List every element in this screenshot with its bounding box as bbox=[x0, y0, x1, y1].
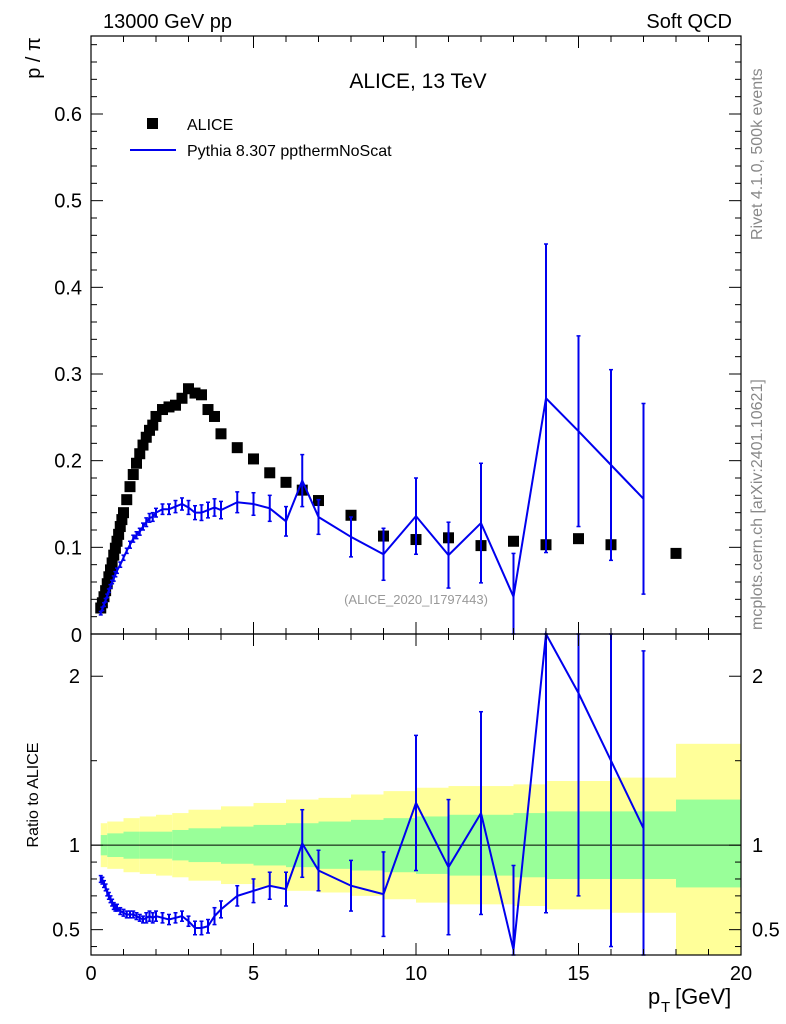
header-left: 13000 GeV pp bbox=[103, 11, 232, 33]
data-point bbox=[670, 547, 682, 559]
data-point bbox=[189, 387, 201, 399]
data-point bbox=[101, 578, 113, 590]
ratio-y-tick-label: 2 bbox=[69, 666, 80, 688]
data-point bbox=[345, 509, 357, 521]
legend-mc-label: Pythia 8.307 ppthermNoScat bbox=[187, 143, 392, 160]
header-right: Soft QCD bbox=[646, 11, 732, 33]
data-point bbox=[131, 457, 142, 469]
legend-data-label: ALICE bbox=[187, 117, 233, 134]
ratio-uncertainty-bands bbox=[100, 743, 741, 955]
x-axis-label-main: p bbox=[648, 984, 660, 1009]
ratio-y-tick-label-right: 2 bbox=[752, 666, 763, 688]
ratio-y-axis-label: Ratio to ALICE bbox=[25, 743, 42, 848]
data-point bbox=[103, 571, 115, 583]
x-tick-label: 10 bbox=[405, 963, 427, 985]
y-tick-label: 0.5 bbox=[54, 191, 82, 213]
x-axis-label: p T [GeV] bbox=[648, 984, 731, 1016]
axis-ticks: 0 5 10 15 20 0.1 0.2 0.3 0.4 0.5 0.6 0.5 0.5 1 1 2 2 bbox=[52, 36, 780, 985]
data-point bbox=[137, 439, 149, 451]
data-point bbox=[248, 453, 259, 465]
data-point bbox=[231, 442, 243, 454]
data-point bbox=[109, 542, 121, 554]
main-zero-label: 0 bbox=[71, 625, 82, 647]
data-point bbox=[118, 507, 129, 519]
ratio-y-tick-label: 0.5 bbox=[52, 920, 80, 942]
data-point bbox=[124, 481, 136, 493]
data-point bbox=[170, 399, 181, 411]
ratio-y-tick-label: 1 bbox=[69, 835, 80, 857]
data-point bbox=[183, 383, 194, 395]
x-tick-label: 20 bbox=[730, 963, 752, 985]
mc-series bbox=[98, 243, 646, 635]
x-tick-label: 0 bbox=[85, 963, 96, 985]
y-axis-label: p / π bbox=[23, 37, 45, 79]
data-point bbox=[508, 535, 519, 547]
data-point bbox=[114, 521, 126, 533]
data-point bbox=[157, 404, 168, 416]
y-tick-label: 0.4 bbox=[54, 277, 82, 299]
rivet-version-label: Rivet 4.1.0, 500k events bbox=[749, 68, 766, 240]
ratio-y-tick-label-right: 1 bbox=[752, 835, 763, 857]
y-tick-label: 0.2 bbox=[54, 451, 82, 473]
y-tick-label: 0.3 bbox=[54, 364, 82, 386]
data-point bbox=[105, 564, 116, 576]
data-point bbox=[121, 494, 133, 506]
data-points-series bbox=[95, 383, 682, 614]
data-point bbox=[150, 410, 162, 422]
data-point bbox=[100, 585, 112, 597]
y-tick-label: 0.1 bbox=[54, 537, 82, 559]
chart-title: ALICE, 13 TeV bbox=[349, 70, 486, 93]
data-point bbox=[209, 410, 220, 422]
x-tick-label: 5 bbox=[248, 963, 259, 985]
ratio-y-tick-label-right: 0.5 bbox=[752, 920, 780, 942]
data-point bbox=[111, 535, 123, 547]
data-point bbox=[127, 469, 139, 481]
mcplots-source-label: mcplots.cern.ch [arXiv:2401.10621] bbox=[749, 379, 766, 630]
y-tick-label: 0.6 bbox=[54, 104, 82, 126]
x-axis-label-sub: T bbox=[661, 999, 670, 1016]
band-inner-segment bbox=[676, 799, 741, 888]
data-point bbox=[108, 549, 120, 561]
data-point bbox=[106, 557, 118, 569]
analysis-tag: (ALICE_2020_I1797443) bbox=[344, 592, 488, 607]
data-point bbox=[134, 448, 146, 460]
data-point bbox=[215, 428, 227, 440]
data-point bbox=[147, 419, 159, 431]
data-point bbox=[140, 431, 152, 443]
data-point bbox=[573, 533, 584, 545]
data-point bbox=[264, 467, 276, 479]
x-tick-label: 15 bbox=[567, 963, 589, 985]
data-point bbox=[98, 591, 110, 603]
data-point bbox=[176, 392, 188, 404]
data-point bbox=[280, 476, 292, 488]
ratio-mc-series bbox=[98, 630, 646, 956]
legend-data-marker bbox=[147, 118, 158, 129]
data-point bbox=[202, 404, 214, 416]
x-axis-label-unit: [GeV] bbox=[675, 984, 731, 1009]
data-point bbox=[116, 514, 128, 526]
data-point bbox=[196, 389, 207, 401]
data-point bbox=[163, 401, 175, 413]
data-point bbox=[113, 528, 125, 540]
